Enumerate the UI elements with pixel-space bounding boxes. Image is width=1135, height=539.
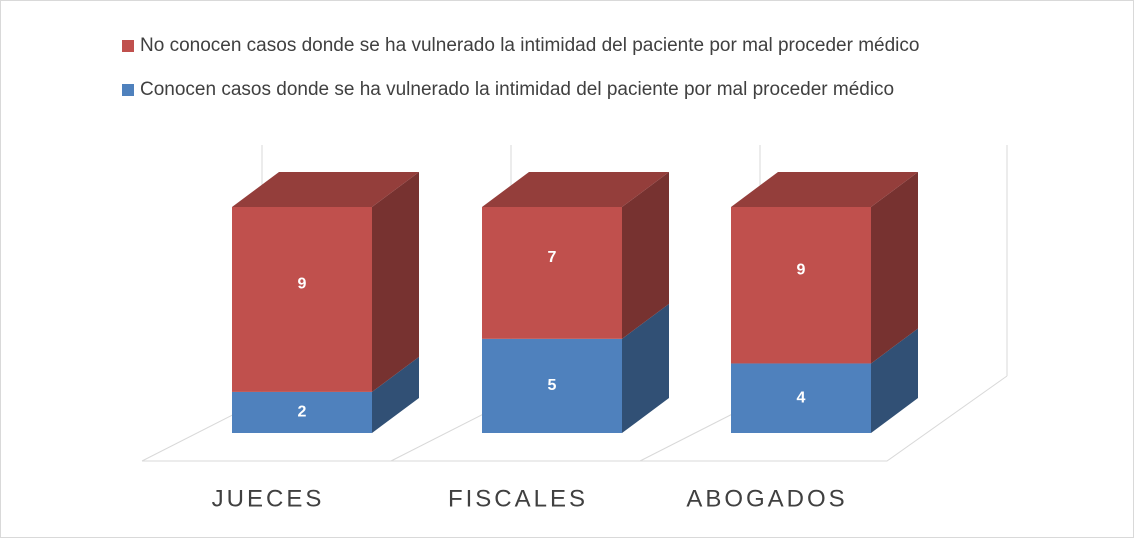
- bar-side: [622, 172, 669, 339]
- x-tick-label: ABOGADOS: [686, 485, 847, 512]
- legend-swatch: [122, 40, 134, 52]
- bar-side: [871, 172, 918, 364]
- bar-top: [482, 172, 669, 207]
- bar-front: [731, 207, 871, 364]
- data-label: 4: [797, 389, 806, 406]
- data-label: 9: [298, 276, 307, 293]
- legend-label: Conocen casos donde se ha vulnerado la i…: [140, 79, 894, 100]
- bar-side: [622, 303, 669, 433]
- data-label: 5: [548, 377, 557, 394]
- bar-top: [232, 172, 419, 207]
- bar: [232, 172, 419, 392]
- x-tick-label: FISCALES: [448, 485, 588, 512]
- bar: [731, 328, 918, 433]
- bar-front: [482, 338, 622, 433]
- bar-side: [372, 172, 419, 392]
- bar-front: [232, 207, 372, 392]
- bar: [232, 356, 419, 433]
- bar-front: [482, 207, 622, 339]
- bar-top: [731, 172, 918, 207]
- bar-side: [871, 328, 918, 433]
- data-label: 9: [797, 261, 806, 278]
- data-label: 7: [548, 249, 557, 266]
- x-tick-label: JUECES: [212, 485, 325, 512]
- bar: [731, 172, 918, 364]
- legend-label: No conocen casos donde se ha vulnerado l…: [140, 35, 919, 56]
- bar: [482, 172, 669, 339]
- data-label: 2: [298, 404, 307, 421]
- legend-swatch: [122, 84, 134, 96]
- bar: [482, 303, 669, 433]
- bar-front: [232, 391, 372, 433]
- bar-side: [372, 356, 419, 433]
- bar-front: [731, 363, 871, 433]
